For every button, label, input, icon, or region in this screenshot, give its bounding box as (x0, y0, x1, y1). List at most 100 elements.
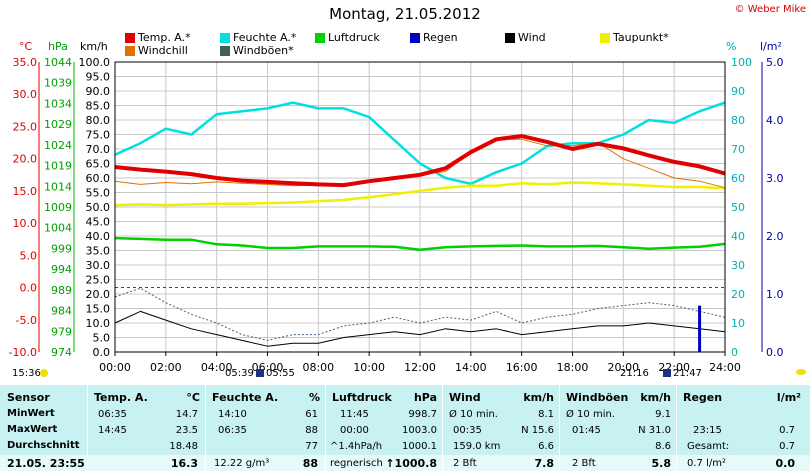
rain-tick-label: 4.0 (766, 114, 784, 127)
legend-swatch-temp (125, 32, 135, 43)
rain-tick-label: 2.0 (766, 230, 784, 243)
wind-min: 8.1 (538, 409, 554, 420)
temp-tick-label: 30.0 (13, 88, 38, 101)
pressure-max: 1003.0 (402, 425, 437, 436)
pressure-tick-label: 974 (51, 346, 72, 359)
humidity-title: Feuchte A. (212, 391, 279, 404)
wind-tick-label: 10.0 (86, 317, 111, 330)
pressure-tick-label: 1029 (44, 118, 72, 131)
weather-chart: 35.030.025.020.015.010.05.00.0-5.0-10.01… (9, 56, 784, 374)
pressure-forecast: regnerisch (330, 458, 383, 469)
temp-unit-label: °C (19, 40, 33, 53)
pressure-tick-label: 1024 (44, 139, 72, 152)
sensor-column: Sensor MinWert MaxWert Durchschnitt 21.0… (0, 385, 87, 471)
rain-max: 0.7 (779, 425, 795, 436)
pressure-now: ↑1000.8 (385, 457, 437, 470)
x-tick-label: 14:00 (455, 361, 487, 374)
temp-tick-label: 5.0 (20, 249, 38, 262)
time-left: 15:36 (12, 368, 41, 379)
legend-gusts: Windböen* (220, 44, 294, 57)
wind-bft: 2 Bft (453, 458, 477, 469)
x-tick-label: 12:00 (404, 361, 436, 374)
x-tick-label: 02:00 (150, 361, 182, 374)
gust-min-label: Ø 10 min. (566, 409, 615, 420)
temp-tick-label: 35.0 (13, 56, 38, 69)
temp-min: 14.7 (175, 409, 198, 420)
temp-min-time: 06:35 (98, 409, 127, 420)
humidity-avg: 77 (305, 441, 318, 452)
rain-tick-label: 3.0 (766, 172, 784, 185)
legend-label-dewpoint: Taupunkt* (613, 31, 669, 44)
pressure-tick-label: 1004 (44, 222, 72, 235)
wind-tick-label: 15.0 (86, 303, 111, 316)
temp-tick-label: 10.0 (13, 217, 38, 230)
legend-temp: Temp. A.* (125, 31, 191, 44)
temp-avg: 18.48 (169, 441, 198, 452)
min-label: MinWert (7, 408, 55, 419)
pressure-min-time: 11:45 (340, 409, 369, 420)
rain-total-label: Gesamt: (687, 441, 730, 452)
legend-swatch-dewpoint (600, 32, 610, 43)
wind-distance: 159.0 km (453, 441, 501, 452)
pressure-column: Luftdruck hPa 11:45 998.7 00:00 1003.0 ^… (325, 385, 443, 471)
legend-swatch-rain (410, 32, 420, 43)
legend-swatch-windchill (125, 45, 135, 56)
pressure-trend: ^1.4hPa/h (330, 441, 383, 452)
avg-label: Durchschnitt (7, 440, 80, 451)
pressure-min: 998.7 (408, 409, 437, 420)
x-tick-label: 00:00 (99, 361, 131, 374)
rain-tick-label: 1.0 (766, 288, 784, 301)
gust-title: Windböen (566, 391, 629, 404)
temp-now: 16.3 (170, 457, 198, 470)
temp-max-time: 14:45 (98, 425, 127, 436)
rain-column: Regen l/m² 23:15 0.7 Gesamt: 0.7 0.7 l/m… (676, 385, 810, 471)
wind-tick-label: 30.0 (86, 259, 111, 272)
gust-max: N 31.0 (638, 425, 671, 436)
x-tick-label: 08:00 (302, 361, 334, 374)
gust-bft: 2 Bft (572, 458, 596, 469)
current-row-bg (0, 455, 810, 471)
wind-tick-label: 5.0 (93, 332, 111, 345)
temp-tick-label: -5.0 (16, 314, 37, 327)
legend-wind: Wind (505, 31, 546, 44)
humidity-tick-label: 90 (731, 85, 745, 98)
legend-rain: Regen (410, 31, 458, 44)
humidity-max-time: 06:35 (218, 425, 247, 436)
sun-icon (40, 369, 48, 377)
temp-unit: °C (186, 391, 200, 404)
humidity-max: 88 (305, 425, 318, 436)
legend-label-wind: Wind (518, 31, 546, 44)
wind-tick-label: 85.0 (86, 100, 111, 113)
wind-unit-label: km/h (80, 40, 108, 53)
x-tick-label: 20:00 (607, 361, 639, 374)
wind-title: Wind (449, 391, 481, 404)
legend-label-temp: Temp. A.* (138, 31, 191, 44)
wind-max-time: 00:35 (453, 425, 482, 436)
rain-unit: l/m² (776, 391, 801, 404)
pressure-tick-label: 994 (51, 263, 72, 276)
temp-title: Temp. A. (94, 391, 148, 404)
wind-unit: km/h (523, 391, 554, 404)
humidity-tick-label: 60 (731, 172, 745, 185)
pressure-unit: hPa (413, 391, 437, 404)
rain-max-time: 23:15 (693, 425, 722, 436)
pressure-avg: 1000.1 (402, 441, 437, 452)
sensor-header: Sensor (7, 391, 50, 404)
wind-tick-label: 100.0 (79, 56, 111, 69)
pressure-tick-label: 1039 (44, 77, 72, 90)
chart-title: Montag, 21.05.2012 (329, 5, 481, 23)
wind-tick-label: 90.0 (86, 85, 111, 98)
gust-max-time: 01:45 (572, 425, 601, 436)
humidity-tick-label: 40 (731, 230, 745, 243)
temp-tick-label: 15.0 (13, 185, 38, 198)
humidity-min-time: 14:10 (218, 409, 247, 420)
sun-icon-right (796, 369, 806, 375)
pressure-tick-label: 979 (51, 325, 72, 338)
wind-max: N 15.6 (521, 425, 554, 436)
rain-tick-label: 5.0 (766, 56, 784, 69)
wind-tick-label: 95.0 (86, 71, 111, 84)
humidity-tick-label: 100 (731, 56, 752, 69)
x-tick-label: 10:00 (353, 361, 385, 374)
pressure-tick-label: 1034 (44, 97, 72, 110)
rain-now: 0.0 (775, 457, 796, 470)
